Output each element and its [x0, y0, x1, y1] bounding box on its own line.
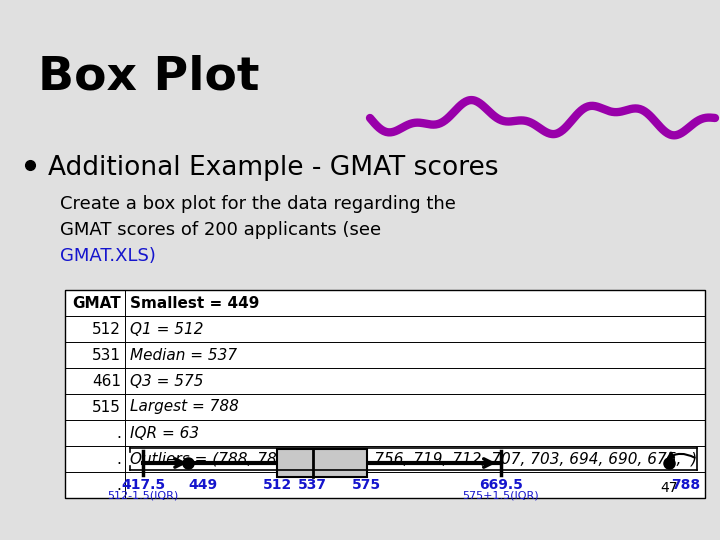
- Text: 575: 575: [352, 478, 381, 492]
- Text: .: .: [116, 451, 121, 467]
- Text: 531: 531: [92, 348, 121, 362]
- Text: Q3 = 575: Q3 = 575: [130, 374, 204, 388]
- Text: GMAT: GMAT: [72, 295, 121, 310]
- Bar: [277, 449, 366, 477]
- Text: 512: 512: [92, 321, 121, 336]
- Text: 461: 461: [92, 374, 121, 388]
- Text: .: .: [116, 426, 121, 441]
- Text: 417.5: 417.5: [121, 478, 166, 492]
- Text: Create a box plot for the data regarding the: Create a box plot for the data regarding…: [60, 195, 456, 213]
- Text: Median = 537: Median = 537: [130, 348, 237, 362]
- Text: 575+1.5(IQR): 575+1.5(IQR): [462, 491, 539, 501]
- Text: Q1 = 512: Q1 = 512: [130, 321, 204, 336]
- Text: Smallest = 449: Smallest = 449: [130, 295, 259, 310]
- Text: 512-1.5(IQR): 512-1.5(IQR): [107, 491, 179, 501]
- Text: Box Plot: Box Plot: [38, 55, 259, 100]
- Text: Additional Example - GMAT scores: Additional Example - GMAT scores: [48, 155, 498, 181]
- Text: 515: 515: [92, 400, 121, 415]
- Text: 47: 47: [660, 481, 678, 495]
- Text: GMAT.XLS): GMAT.XLS): [60, 247, 156, 265]
- Text: .: .: [116, 477, 121, 492]
- Text: 669.5: 669.5: [479, 478, 523, 492]
- Text: 512: 512: [263, 478, 292, 492]
- Text: Outliers = (788, 788, 766, 763, 756, 719, 712, 707, 703, 694, 690, 675,  ): Outliers = (788, 788, 766, 763, 756, 719…: [130, 451, 697, 467]
- Text: 449: 449: [188, 478, 217, 492]
- Text: 537: 537: [298, 478, 327, 492]
- Text: 788: 788: [671, 478, 700, 492]
- Text: IQR = 63: IQR = 63: [130, 426, 199, 441]
- Bar: [65, 290, 705, 498]
- Text: Largest = 788: Largest = 788: [130, 400, 239, 415]
- FancyArrowPatch shape: [668, 453, 695, 458]
- Text: GMAT scores of 200 applicants (see: GMAT scores of 200 applicants (see: [60, 221, 381, 239]
